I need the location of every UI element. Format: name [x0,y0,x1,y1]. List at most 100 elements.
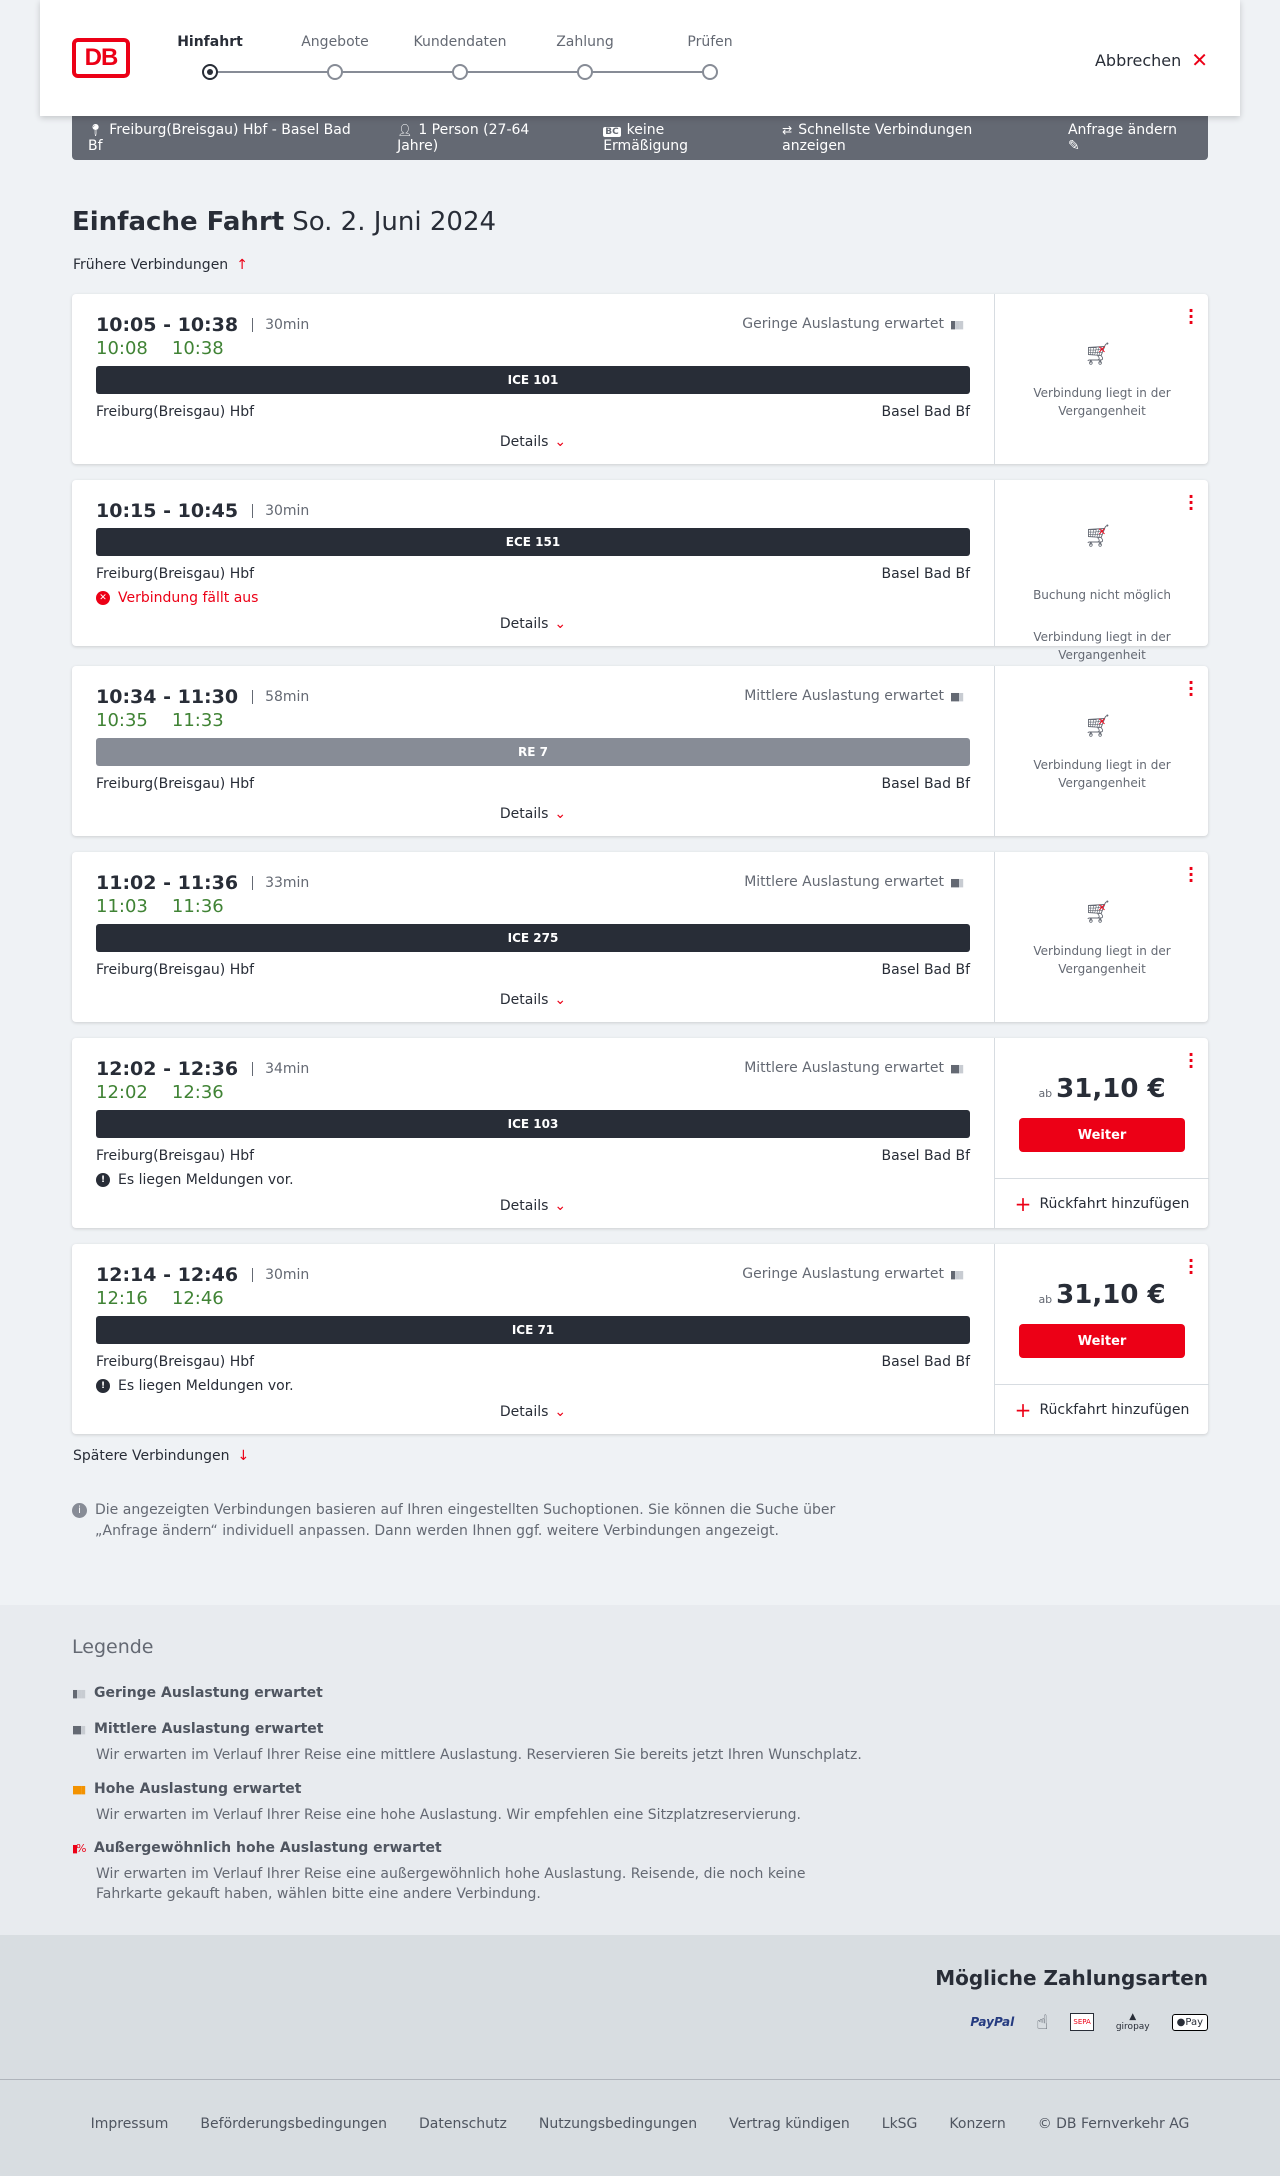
duration: 34min [252,1062,309,1076]
booking-unavailable: Buchung nicht möglich [1033,588,1171,602]
sepa-icon: SEPA [1070,2013,1094,2031]
departure-station: Freiburg(Breisgau) Hbf [96,962,255,978]
footer-links: Impressum Beförderungsbedingungen Datensch… [0,2116,1280,2132]
more-options-icon[interactable]: · · · [1188,1045,1195,1076]
train-bar[interactable]: ICE 275 [96,924,970,952]
step-angebote: Angebote [301,34,369,50]
occupancy-medium-icon: ▮▮▮ [72,1723,86,1736]
step-hinfahrt: Hinfahrt [177,34,243,50]
occupancy-very-high-icon: ▮% [72,1842,87,1855]
exclamation-circle-icon: ! [96,1173,110,1187]
option-info: ⇄ Schnellste Verbindungen anzeigen [782,122,1038,154]
chevron-down-icon: ⌄ [554,1404,567,1420]
details-toggle[interactable]: Details ⌄ [72,434,994,450]
legend-text: Wir erwarten im Verlauf Ihrer Reise eine… [96,1866,806,1902]
info-icon: i [72,1503,87,1518]
footer-link[interactable]: LkSG [881,2116,918,2132]
more-options-icon[interactable]: · · · [1188,859,1195,890]
cart-unavailable-icon: 🛒︎✕ [1083,524,1112,549]
info-note: i Die angezeigten Verbindungen basieren a… [72,1500,872,1542]
more-options-icon[interactable]: · · · [1188,1251,1195,1282]
planned-times: 12:14 - 12:46 30min [96,1264,309,1286]
giropay-label: giropay [1115,2022,1150,2032]
realtime-arrival: 10:38 [171,338,224,359]
step-zahlung: Zahlung [556,34,614,50]
train-bar[interactable]: RE 7 [96,738,970,766]
more-options-icon[interactable]: · · · [1188,673,1195,704]
duration: 33min [252,876,309,890]
duration: 58min [252,690,309,704]
details-toggle[interactable]: Details ⌄ [72,1198,994,1214]
time-range: 12:02 - 12:36 [96,1058,239,1080]
db-logo[interactable]: DB [72,38,130,78]
train-bar[interactable]: ECE 151 [96,528,970,556]
add-return-button[interactable]: + Rückfahrt hinzufügen [995,1178,1209,1228]
pencil-icon: ✎ [1067,138,1080,154]
planned-times: 10:34 - 11:30 58min [96,686,309,708]
apple-pay-label: Pay [1185,2016,1203,2028]
footer-link[interactable]: © DB Fernverkehr AG [1037,2116,1190,2132]
connection-card: 12:14 - 12:46 30min 12:16 12:46 Geringe Ausl… [72,1244,1209,1434]
price-value: 31,10 € [1056,1074,1166,1104]
footer-link[interactable]: Datenschutz [418,2116,507,2132]
footer-link[interactable]: Beförderungsbedingungen [200,2116,387,2132]
payment-methods: PayPal ☝︎ SEPA ▲ giropay ●Pay [970,2010,1208,2034]
card-hand-icon: ☝︎ [1036,2010,1049,2034]
legend-item-low: ▮▮▮ Geringe Auslastung erwartet [72,1685,323,1701]
route-text: Freiburg(Breisgau) Hbf - Basel Bad Bf [88,122,351,154]
earlier-connections-link[interactable]: Frühere Verbindungen ↑ [73,257,248,273]
occupancy-info: Mittlere Auslastung erwartet ▮▮▮ [744,874,972,890]
planned-times: 11:02 - 11:36 33min [96,872,309,894]
duration: 30min [252,1268,309,1282]
offer-panel: · · · 🛒︎✕ Verbindung liegt in der Vergangenh… [994,294,1208,464]
more-options-icon[interactable]: · · · [1188,301,1195,332]
chevron-down-icon: ⌄ [554,806,567,822]
realtime-departure: 10:08 [96,338,148,359]
change-label: Anfrage ändern [1067,122,1177,138]
past-connection-note: Verbindung liegt in der Vergangenheit [1033,630,1171,662]
footer-link[interactable]: Nutzungsbedingungen [538,2116,698,2132]
connection-card: 10:05 - 10:38 30min 10:08 10:38 Geringe Ausl… [72,294,1208,464]
occupancy-text: Mittlere Auslastung erwartet [744,688,944,704]
occupancy-icon: ▮▮▮ [950,875,964,889]
continue-button[interactable]: Weiter [1019,1324,1185,1358]
option-text: Schnellste Verbindungen anzeigen [782,122,973,154]
past-connection-note: Verbindung liegt in der Vergangenheit [1033,944,1171,976]
realtime-arrival: 11:36 [171,896,224,917]
details-toggle[interactable]: Details ⌄ [72,806,994,822]
add-return-button[interactable]: + Rückfahrt hinzufügen [995,1384,1209,1434]
offer-panel: · · · 🛒︎✕ Verbindung liegt in der Vergangenh… [994,852,1208,1022]
details-toggle[interactable]: Details ⌄ [72,616,994,632]
connection-card: 12:02 - 12:36 34min 12:02 12:36 Mittlere Aus… [72,1038,1209,1228]
realtime-arrival: 12:36 [171,1082,224,1103]
train-bar[interactable]: ICE 71 [96,1316,970,1344]
search-summary-bar: 📍︎ Freiburg(Breisgau) Hbf - Basel Bad Bf … [72,116,1208,160]
details-toggle[interactable]: Details ⌄ [72,1404,994,1420]
arrival-station: Basel Bad Bf [881,404,970,420]
train-bar[interactable]: ICE 101 [96,366,970,394]
location-pin-icon: 📍︎ [88,123,104,137]
price-prefix: ab [1038,1293,1053,1306]
details-label: Details [499,1404,549,1420]
details-label: Details [499,806,549,822]
footer-link[interactable]: Konzern [949,2116,1006,2132]
passenger-info: 👤︎ 1 Person (27-64 Jahre) [397,122,573,154]
details-toggle[interactable]: Details ⌄ [72,992,994,1008]
change-request-button[interactable]: Anfrage ändern ✎ [1068,122,1192,154]
price-prefix: ab [1038,1087,1053,1100]
more-options-icon[interactable]: · · · [1188,487,1195,518]
past-connection-note: Verbindung liegt in der Vergangenheit [1033,758,1171,790]
legend-section [0,1605,1280,1935]
arrival-station: Basel Bad Bf [881,1148,970,1164]
footer-link[interactable]: Vertrag kündigen [729,2116,850,2132]
return-label: Rückfahrt hinzufügen [1039,1195,1190,1212]
apple-pay-icon: ●Pay [1171,2013,1208,2031]
later-connections-link[interactable]: Spätere Verbindungen ↓ [73,1448,249,1464]
departure-station: Freiburg(Breisgau) Hbf [96,1148,255,1164]
cancel-button[interactable]: Abbrechen ✕ [1095,48,1208,72]
continue-button[interactable]: Weiter [1019,1118,1185,1152]
planned-times: 10:05 - 10:38 30min [96,314,309,336]
train-bar[interactable]: ICE 103 [96,1110,970,1138]
occupancy-info: Mittlere Auslastung erwartet ▮▮▮ [744,688,972,704]
footer-link[interactable]: Impressum [90,2116,169,2132]
